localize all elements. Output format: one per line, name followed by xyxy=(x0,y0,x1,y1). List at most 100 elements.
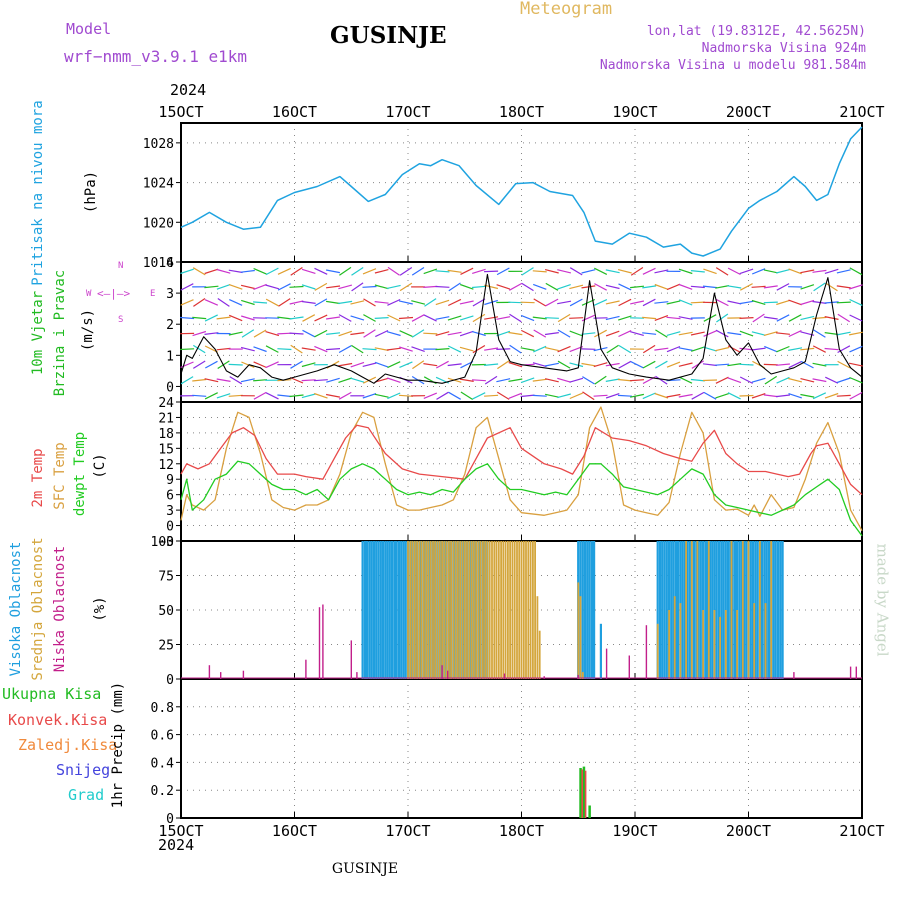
wind-arrow-icon xyxy=(447,315,462,321)
time-tick-top: 17OCT xyxy=(385,103,430,121)
cloud-mid-bar xyxy=(491,541,493,679)
legend-snow: Snijeg xyxy=(56,761,111,779)
time-tick-top: 18OCT xyxy=(499,103,544,121)
wind-arrow-icon xyxy=(362,376,377,384)
wind-arrow-icon xyxy=(277,394,292,398)
wind-arrow-icon xyxy=(472,313,486,323)
wind-arrow-icon xyxy=(521,267,534,276)
wind-arrow-icon xyxy=(313,379,328,382)
cloud-mid-bar xyxy=(753,603,756,679)
wind-arrow-icon xyxy=(678,283,693,290)
wind-arrow-icon xyxy=(763,316,778,320)
wind-arrow-icon xyxy=(605,284,620,290)
wind-arrow-icon xyxy=(655,329,668,338)
wind-arrow-icon xyxy=(240,378,255,383)
year-label-bottom: 2024 xyxy=(158,836,195,854)
wind-arrow-icon xyxy=(824,392,839,399)
wind-arrow-icon xyxy=(666,283,681,291)
wind-arrow-icon xyxy=(569,362,584,368)
wind-arrow-icon xyxy=(374,269,389,274)
wind-arrow-icon xyxy=(776,376,790,384)
cloud-high-bar xyxy=(756,541,759,679)
wind-arrow-icon xyxy=(423,363,438,367)
cloud-high-bar xyxy=(729,541,732,679)
wind-ytick-label: 3 xyxy=(166,287,174,302)
wind-arrow-icon xyxy=(459,330,474,337)
wind-arrow-icon xyxy=(593,299,608,306)
wind-arrow-icon xyxy=(690,285,705,289)
wind-arrow-icon xyxy=(471,379,486,382)
wind-arrow-icon xyxy=(265,361,279,369)
cloud-mid-bar xyxy=(536,596,539,679)
wind-arrow-icon xyxy=(180,268,194,275)
wind-arrow-icon xyxy=(751,299,766,305)
wind-arrow-icon xyxy=(544,393,559,398)
wind-arrow-icon xyxy=(435,331,450,336)
wind-arrow-icon xyxy=(775,332,790,335)
temperature-ytick-label: −3 xyxy=(158,535,174,550)
wind-arrow-icon xyxy=(326,332,341,335)
cloud-mid-bar xyxy=(502,541,505,679)
cloud-mid-bar xyxy=(520,541,523,679)
wind-arrow-icon xyxy=(642,316,657,320)
wind-arrow-icon xyxy=(180,376,194,385)
wind-arrow-icon xyxy=(666,316,681,320)
time-tick-bottom: 17OCT xyxy=(385,822,430,840)
wind-arrow-icon xyxy=(594,329,607,338)
wind-arrow-icon xyxy=(655,375,668,385)
wind-arrow-icon xyxy=(411,314,425,322)
cloud-mid-bar xyxy=(532,541,534,679)
wind-arrow-icon xyxy=(472,344,486,354)
cloud-mid-bar xyxy=(472,541,475,679)
wind-arrow-icon xyxy=(277,283,291,291)
wind-arrow-icon xyxy=(387,377,401,383)
cloud-high-bar xyxy=(397,541,400,679)
wind-arrow-icon xyxy=(398,300,413,305)
wind-arrow-icon xyxy=(727,332,742,336)
cloud-high-bar xyxy=(704,541,707,679)
wind-arrow-icon xyxy=(301,268,316,274)
wind-arrow-icon xyxy=(569,377,584,383)
wind-arrow-icon xyxy=(666,345,681,353)
wind-arrow-icon xyxy=(691,346,705,352)
wind-arrow-icon xyxy=(386,284,401,289)
wind-arrow-icon xyxy=(326,300,340,305)
cloud-mid-bar xyxy=(423,541,425,679)
wind-arrow-icon xyxy=(351,282,364,292)
wind-arrow-icon xyxy=(848,362,863,367)
cloud-mid-bar xyxy=(457,541,459,679)
wind-arrow-icon xyxy=(703,330,717,337)
wind-arrow-icon xyxy=(290,344,303,354)
compass-w: W xyxy=(86,289,92,299)
pressure-panel: 1016 1020 1024 1028 xyxy=(143,122,863,271)
wind-arrow-icon xyxy=(557,284,571,290)
legend-frz-rain: Zaledj.Kisa xyxy=(18,736,118,754)
cloud-low-bar xyxy=(305,659,307,679)
wind-arrow-icon xyxy=(411,329,425,338)
time-tick-bottom: 21OCT xyxy=(839,822,884,840)
cloud-mid-bar xyxy=(719,616,721,679)
wind-arrow-icon xyxy=(849,267,863,276)
temperature-ytick-label: 18 xyxy=(158,427,174,442)
cloud-high-bar xyxy=(722,541,725,679)
wind-arrow-icon xyxy=(715,346,730,352)
wind-arrow-icon xyxy=(532,394,547,397)
cloud-high-bar xyxy=(715,541,718,679)
wind-arrow-icon xyxy=(812,316,827,320)
wind-arrow-icon xyxy=(593,362,608,368)
wind-arrow-icon xyxy=(204,285,219,289)
wind-arrow-icon xyxy=(350,332,365,336)
wind-arrow-icon xyxy=(228,269,243,274)
wind-ytick-label: 2 xyxy=(166,318,174,333)
wind-arrow-icon xyxy=(216,284,231,290)
wind-arrow-icon xyxy=(739,330,754,337)
cloud-mid-bar xyxy=(461,541,464,679)
wind-arrow-icon xyxy=(265,345,279,353)
time-tick-top: 19OCT xyxy=(612,103,657,121)
wind-arrow-icon xyxy=(362,268,377,275)
cloud-mid-bar xyxy=(493,541,496,679)
wind-arrow-icon xyxy=(727,300,742,305)
wind-arrow-icon xyxy=(544,332,559,336)
temperature-ytick-label: 15 xyxy=(158,442,174,457)
